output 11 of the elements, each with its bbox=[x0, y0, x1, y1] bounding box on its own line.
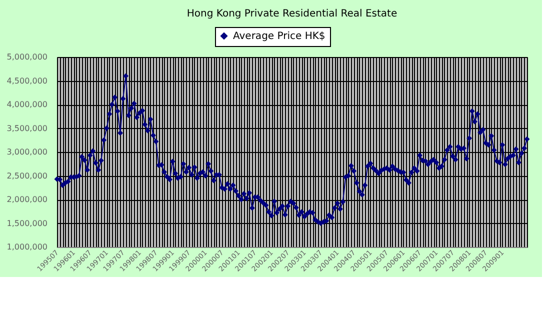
y-tick-label: 4,500,000 bbox=[6, 76, 48, 86]
y-tick-label: 4,000,000 bbox=[6, 100, 48, 109]
y-tick-label: 1,500,000 bbox=[6, 218, 48, 228]
chart-title: Hong Kong Private Residential Real Estate bbox=[186, 8, 398, 20]
legend-label: Average Price HK$ bbox=[233, 31, 326, 42]
y-tick-label: 3,500,000 bbox=[6, 124, 48, 133]
y-tick-label: 2,500,000 bbox=[6, 171, 48, 180]
y-tick-label: 1,000,000 bbox=[6, 242, 48, 252]
y-tick-label: 2,000,000 bbox=[6, 195, 48, 204]
y-tick-label: 3,000,000 bbox=[6, 148, 48, 156]
y-tick-label: 5,000,000 bbox=[6, 52, 48, 62]
